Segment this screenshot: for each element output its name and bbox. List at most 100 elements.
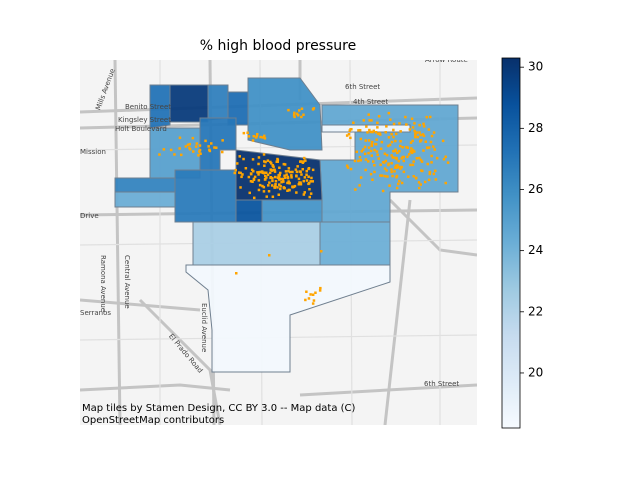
points bbox=[158, 107, 450, 305]
point bbox=[286, 181, 289, 185]
point bbox=[353, 159, 357, 163]
point bbox=[197, 154, 200, 157]
point bbox=[276, 157, 279, 161]
map-label: Mission bbox=[80, 148, 106, 156]
point bbox=[392, 122, 396, 126]
point bbox=[308, 181, 311, 185]
point bbox=[418, 131, 421, 134]
point bbox=[296, 114, 300, 117]
point bbox=[307, 175, 310, 178]
point bbox=[379, 133, 382, 136]
point bbox=[377, 157, 380, 160]
point bbox=[370, 154, 373, 157]
point bbox=[238, 171, 241, 174]
point bbox=[411, 126, 415, 129]
point bbox=[375, 138, 378, 141]
point bbox=[298, 109, 301, 112]
point bbox=[416, 135, 420, 139]
point bbox=[385, 169, 388, 172]
region bbox=[235, 199, 263, 223]
point bbox=[184, 145, 188, 148]
point bbox=[267, 184, 270, 187]
point bbox=[381, 189, 385, 193]
point bbox=[256, 171, 259, 174]
colorbar bbox=[501, 57, 521, 429]
point bbox=[405, 145, 408, 149]
point bbox=[273, 170, 277, 173]
point bbox=[367, 160, 370, 163]
point bbox=[295, 175, 298, 178]
point bbox=[188, 148, 192, 151]
point bbox=[428, 170, 432, 174]
point bbox=[263, 164, 266, 167]
point bbox=[388, 143, 392, 147]
point bbox=[276, 176, 280, 179]
point bbox=[215, 146, 218, 149]
point bbox=[364, 168, 367, 172]
point bbox=[207, 145, 210, 148]
point bbox=[303, 156, 306, 160]
point bbox=[271, 179, 274, 183]
point bbox=[410, 147, 413, 150]
map-label: Central Avenue bbox=[123, 255, 131, 309]
point bbox=[247, 135, 251, 138]
colorbar-tick-label: 26 bbox=[528, 182, 543, 196]
point bbox=[390, 154, 393, 157]
point bbox=[373, 164, 376, 167]
point bbox=[412, 160, 415, 163]
point bbox=[309, 293, 312, 296]
point bbox=[376, 126, 379, 129]
point bbox=[257, 173, 260, 176]
point bbox=[396, 164, 399, 167]
point bbox=[422, 125, 426, 128]
map-label: Arrow Route bbox=[425, 56, 468, 64]
point bbox=[387, 163, 390, 167]
point bbox=[278, 173, 281, 176]
point bbox=[370, 119, 373, 122]
point bbox=[251, 139, 255, 142]
point bbox=[345, 164, 349, 167]
point bbox=[268, 181, 271, 184]
point bbox=[373, 170, 376, 174]
point bbox=[358, 184, 361, 187]
point bbox=[265, 171, 268, 174]
point bbox=[198, 150, 201, 153]
point bbox=[169, 148, 173, 152]
point bbox=[271, 195, 275, 198]
point bbox=[287, 170, 290, 173]
point bbox=[274, 184, 277, 188]
point bbox=[383, 152, 387, 155]
point bbox=[173, 153, 176, 156]
point bbox=[424, 180, 427, 184]
point bbox=[414, 135, 417, 139]
point bbox=[398, 179, 401, 183]
point bbox=[410, 151, 414, 155]
point bbox=[272, 168, 275, 172]
point bbox=[162, 148, 166, 151]
point bbox=[347, 133, 351, 136]
point bbox=[263, 160, 266, 163]
point bbox=[434, 178, 438, 181]
point bbox=[269, 160, 272, 164]
point bbox=[369, 130, 372, 134]
point bbox=[377, 115, 381, 118]
point bbox=[418, 186, 421, 190]
point bbox=[413, 150, 416, 153]
region bbox=[114, 191, 176, 208]
point bbox=[380, 140, 384, 144]
point bbox=[391, 156, 395, 159]
point bbox=[392, 128, 395, 132]
point bbox=[391, 174, 394, 178]
point bbox=[308, 195, 311, 199]
point bbox=[400, 181, 404, 185]
point bbox=[264, 160, 267, 164]
point bbox=[304, 298, 307, 302]
point bbox=[288, 188, 291, 192]
point bbox=[396, 151, 399, 155]
point bbox=[359, 176, 363, 179]
point bbox=[367, 113, 370, 116]
point bbox=[242, 131, 246, 135]
point bbox=[357, 159, 360, 163]
point bbox=[252, 170, 255, 173]
point bbox=[248, 191, 251, 195]
